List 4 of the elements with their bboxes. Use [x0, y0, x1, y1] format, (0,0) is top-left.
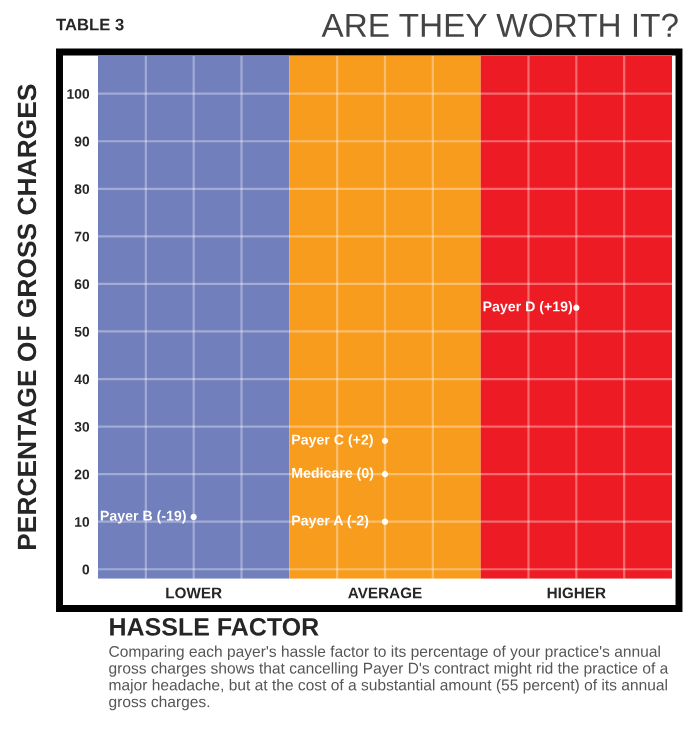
y-axis-title: PERCENTAGE OF GROSS CHARGES: [17, 84, 37, 550]
text: HASSLE FACTOR: [110, 618, 319, 636]
caption: TABLE 3: [56, 18, 124, 31]
chart-title: ARE THEY WORTH IT?: [321, 13, 678, 38]
